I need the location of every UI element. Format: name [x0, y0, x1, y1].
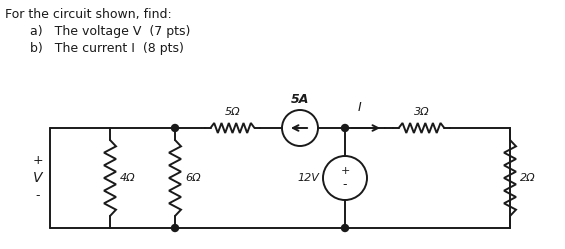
Circle shape [172, 225, 179, 232]
Text: 3Ω: 3Ω [414, 107, 429, 117]
Text: 2Ω: 2Ω [520, 173, 536, 183]
Text: 6Ω: 6Ω [185, 173, 201, 183]
Text: +: + [340, 166, 350, 176]
Text: 12V: 12V [297, 173, 319, 183]
Text: 4Ω: 4Ω [120, 173, 136, 183]
Text: -: - [343, 179, 347, 191]
Text: b)   The current I  (8 pts): b) The current I (8 pts) [30, 42, 184, 55]
Circle shape [172, 124, 179, 131]
Text: 5A: 5A [291, 93, 309, 106]
Text: 5Ω: 5Ω [225, 107, 240, 117]
Text: V: V [33, 171, 43, 185]
Text: +: + [33, 153, 44, 167]
Text: -: - [36, 189, 40, 202]
Text: a)   The voltage V  (7 pts): a) The voltage V (7 pts) [30, 25, 190, 38]
Text: For the circuit shown, find:: For the circuit shown, find: [5, 8, 172, 21]
Circle shape [341, 225, 349, 232]
Circle shape [341, 124, 349, 131]
Text: I: I [358, 101, 362, 114]
